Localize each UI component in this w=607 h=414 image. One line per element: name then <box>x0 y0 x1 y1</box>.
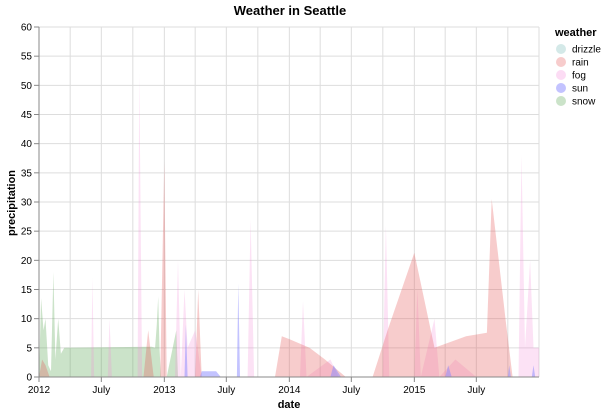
legend: weather drizzle rain fog sun snow <box>554 27 601 108</box>
y-tick-label: 20 <box>21 256 33 267</box>
legend-symbol-drizzle <box>556 44 566 54</box>
x-tick-label: July <box>217 385 235 396</box>
x-tick-label: July <box>342 385 360 396</box>
legend-label-sun: sun <box>572 84 588 95</box>
axes: 0 5 10 15 20 25 30 35 40 45 50 55 60 2012 July 2013 July… <box>21 23 539 396</box>
y-tick-label: 60 <box>21 23 33 34</box>
y-tick-label: 5 <box>26 343 32 354</box>
grid <box>38 26 540 378</box>
x-tick-label: July <box>467 385 485 396</box>
y-tick-label: 25 <box>21 227 33 238</box>
legend-symbol-snow <box>556 96 566 106</box>
area-snow <box>39 272 179 377</box>
chart-title: Weather in Seattle <box>234 3 346 18</box>
legend-symbol-sun <box>556 83 566 93</box>
y-tick-label: 30 <box>21 198 33 209</box>
y-axis-title: precipitation <box>6 170 18 236</box>
y-tick-label: 35 <box>21 168 33 179</box>
x-tick-label: July <box>92 385 110 396</box>
legend-label-drizzle: drizzle <box>572 45 601 56</box>
legend-label-rain: rain <box>572 58 589 69</box>
x-tick-label: 2014 <box>278 385 301 396</box>
y-tick-label: 15 <box>21 285 33 296</box>
x-tick-label: 2013 <box>153 385 176 396</box>
y-tick-label: 0 <box>26 373 32 384</box>
y-tick-label: 40 <box>21 139 33 150</box>
y-tick-label: 55 <box>21 52 33 63</box>
legend-symbol-fog <box>556 70 566 80</box>
legend-label-snow: snow <box>572 97 596 108</box>
y-tick-label: 50 <box>21 81 33 92</box>
y-tick-label: 45 <box>21 110 33 121</box>
area-rain <box>39 161 513 377</box>
y-tick-label: 10 <box>21 314 33 325</box>
x-axis-title: date <box>278 399 301 411</box>
x-tick-label: 2012 <box>28 385 51 396</box>
legend-symbol-rain <box>556 57 566 67</box>
x-tick-label: 2015 <box>403 385 426 396</box>
legend-label-fog: fog <box>572 71 586 82</box>
legend-title: weather <box>554 27 597 39</box>
